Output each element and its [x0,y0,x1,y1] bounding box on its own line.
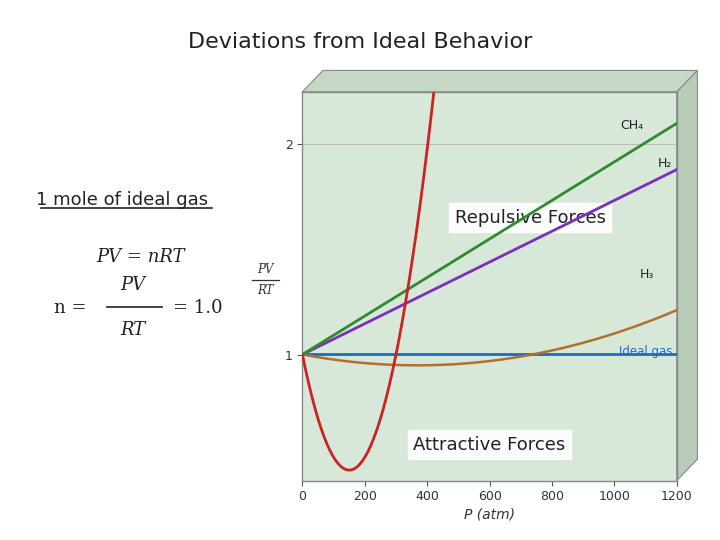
Text: PV: PV [257,264,273,276]
Text: 1 mole of ideal gas: 1 mole of ideal gas [36,191,209,209]
Text: H₂: H₂ [658,157,672,170]
Text: RT: RT [257,284,273,297]
Text: Ideal gas: Ideal gas [618,345,672,358]
Text: Deviations from Ideal Behavior: Deviations from Ideal Behavior [188,32,532,52]
Text: CH₄: CH₄ [621,119,644,132]
Text: Attractive Forces: Attractive Forces [413,436,566,454]
Text: RT: RT [121,321,145,339]
Text: Repulsive Forces: Repulsive Forces [454,209,606,227]
Text: n =: n = [54,299,86,317]
Polygon shape [302,70,698,92]
Text: PV: PV [121,276,145,294]
Text: H₃: H₃ [639,268,654,281]
Polygon shape [677,70,698,481]
Text: PV = nRT: PV = nRT [96,247,184,266]
X-axis label: P (atm): P (atm) [464,508,515,522]
Text: = 1.0: = 1.0 [173,299,222,317]
